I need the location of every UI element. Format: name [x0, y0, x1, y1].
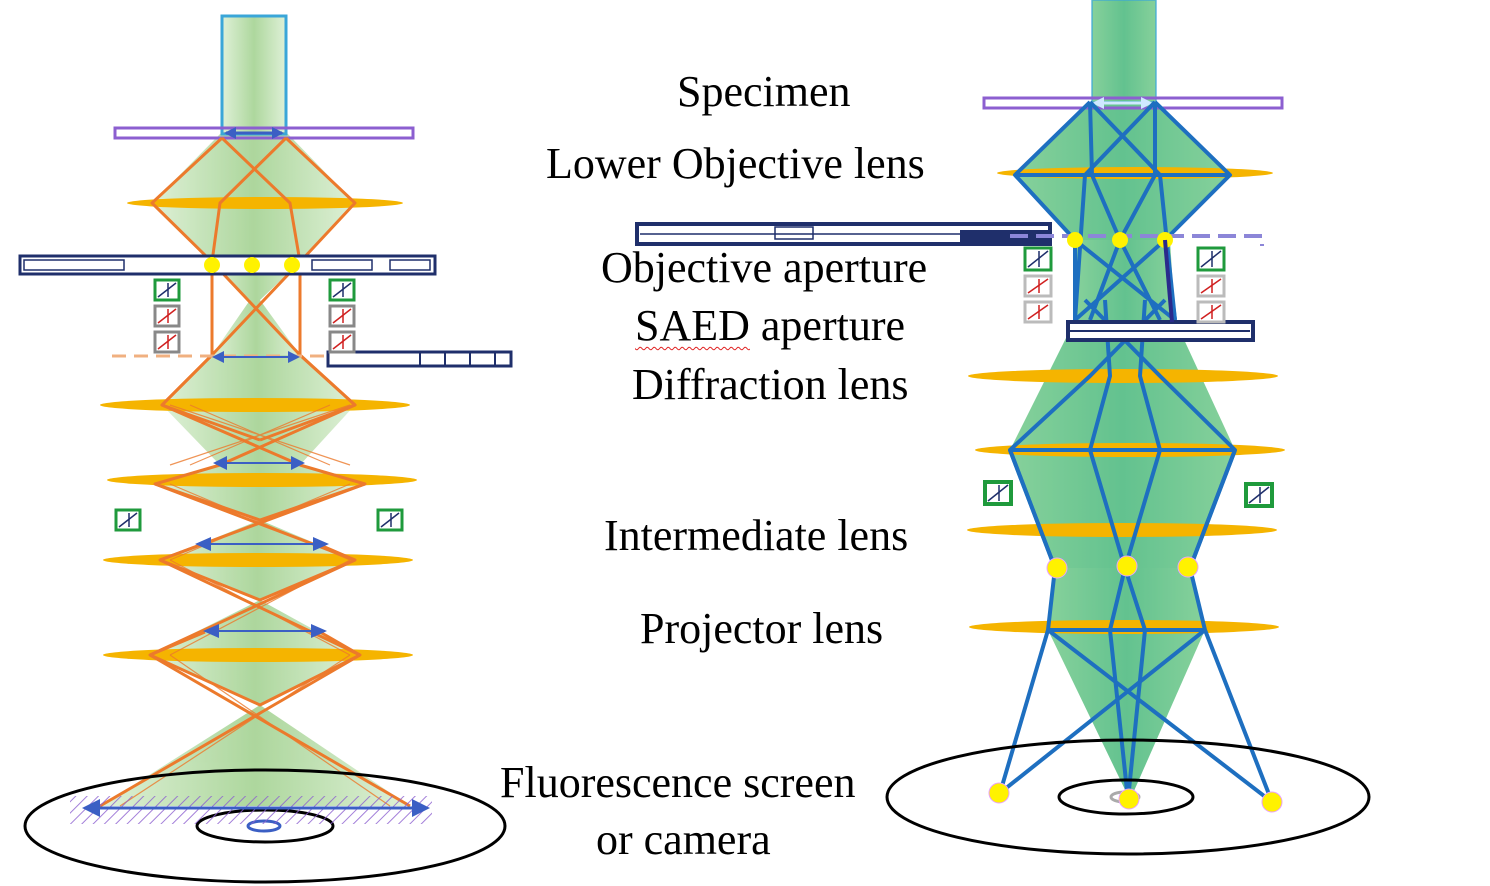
right-objective-aperture-dashed: [1010, 234, 1264, 246]
right-screen-spot: [1118, 788, 1140, 810]
left-rays: [99, 136, 411, 808]
left-intermediate-lens-2: [103, 553, 413, 567]
right-screen-spot: [1261, 791, 1283, 813]
right-column: [635, 0, 1371, 856]
right-diffraction-spots: [1046, 555, 1199, 579]
left-screen-hatch: [70, 796, 432, 824]
left-lower-objective-lens: [127, 197, 403, 209]
label-saed-rest: aperture: [749, 301, 906, 350]
right-specimen: [982, 96, 1284, 110]
left-focus-dot: [284, 257, 300, 273]
right-fluorescence-screen: [885, 738, 1371, 856]
right-diffraction-lens: [968, 369, 1278, 383]
right-intermediate-lens-2: [967, 523, 1277, 537]
left-specimen: [113, 126, 415, 140]
right-focus-dot: [1116, 555, 1138, 577]
left-deflector-stack-right: [328, 278, 356, 354]
right-beam-fill: [1010, 0, 1235, 800]
right-rays: [998, 100, 1274, 804]
label-screen-line1: Fluorescence screen: [500, 758, 856, 807]
left-focus-dot: [244, 257, 260, 273]
left-focus-dot: [204, 257, 220, 273]
label-saed-aperture: SAED aperture: [635, 304, 905, 348]
left-deflector-mid: [114, 508, 404, 532]
right-deflector-stack-right: [1196, 246, 1226, 324]
right-focus-dot: [1112, 232, 1128, 248]
left-image-arrows: [195, 456, 329, 638]
right-focus-dot: [1177, 556, 1199, 578]
label-saed-word: SAED: [635, 301, 750, 350]
left-objective-aperture: [18, 254, 437, 276]
right-objective-aperture: [635, 222, 1052, 246]
right-saed-aperture: [1066, 320, 1255, 342]
label-screen-line2: or camera: [596, 815, 771, 864]
right-screen-spot: [988, 782, 1010, 804]
label-projector-lens: Projector lens: [640, 604, 884, 653]
left-deflector-stack-left: [153, 278, 181, 354]
right-deflector-mid: [983, 480, 1274, 508]
left-saed-aperture: [326, 350, 513, 368]
right-focus-dot: [1067, 232, 1083, 248]
right-focus-dot: [1046, 557, 1068, 579]
left-column: [18, 14, 513, 884]
label-intermediate-lens: Intermediate lens: [604, 511, 909, 560]
left-projector-lens: [103, 648, 413, 662]
left-fluorescence-screen: [23, 768, 507, 884]
label-diffraction-lens: Diffraction lens: [632, 360, 909, 409]
left-intermediate-lens-1: [107, 473, 417, 487]
right-screen-inner: [1057, 778, 1195, 816]
right-deflector-stack-left: [1023, 246, 1053, 324]
left-diffraction-lens: [100, 398, 410, 412]
label-specimen: Specimen: [677, 67, 851, 116]
label-lower-objective-lens: Lower Objective lens: [546, 139, 925, 188]
right-screen-spots: [988, 782, 1283, 813]
label-objective-aperture: Objective aperture: [601, 243, 928, 292]
